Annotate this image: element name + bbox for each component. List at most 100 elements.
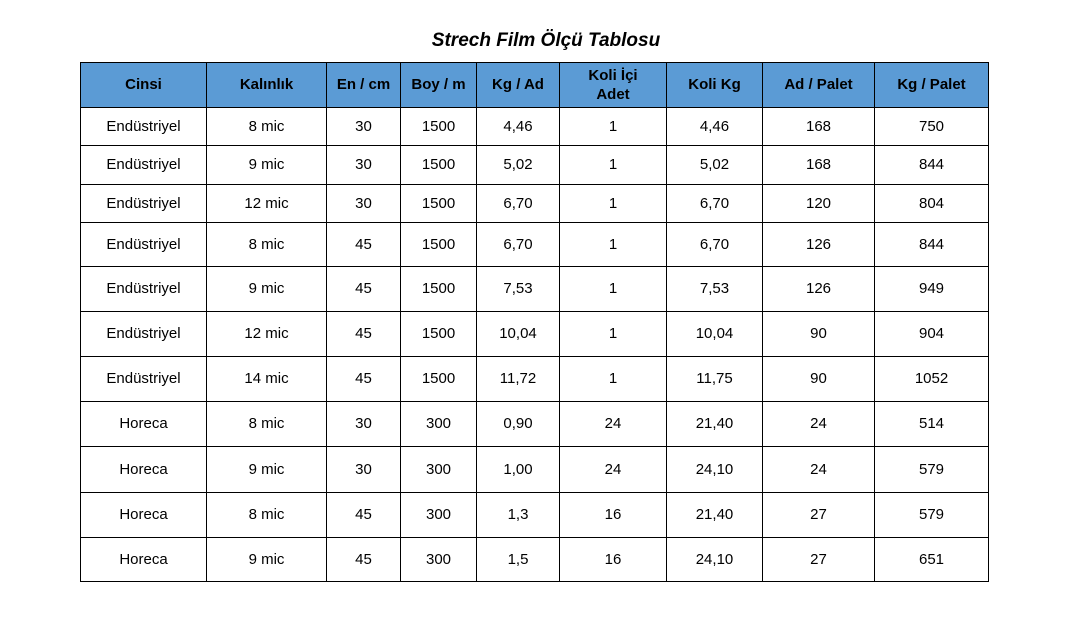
column-header: Koli İçi Adet <box>559 62 667 108</box>
table-cell: 30 <box>326 184 401 223</box>
table-cell: 45 <box>326 266 401 312</box>
table-cell: 1 <box>559 266 667 312</box>
table-cell: 30 <box>326 107 401 146</box>
table-cell: 24,10 <box>666 537 763 582</box>
table-cell: 168 <box>762 107 875 146</box>
table-cell: Endüstriyel <box>80 266 207 312</box>
table-cell: 24 <box>762 446 875 493</box>
table-cell: 579 <box>874 446 989 493</box>
table-cell: 9 mic <box>206 537 327 582</box>
table-cell: 7,53 <box>476 266 560 312</box>
table-cell: 45 <box>326 356 401 402</box>
table-cell: Horeca <box>80 537 207 582</box>
table-cell: 1 <box>559 145 667 185</box>
table-cell: 750 <box>874 107 989 146</box>
table-cell: 1 <box>559 222 667 267</box>
table-cell: 1 <box>559 311 667 357</box>
column-header: Kg / Ad <box>476 62 560 108</box>
table-cell: 10,04 <box>476 311 560 357</box>
table-cell: 1,5 <box>476 537 560 582</box>
table-cell: 30 <box>326 446 401 493</box>
table-cell: 1 <box>559 107 667 146</box>
table-cell: 9 mic <box>206 266 327 312</box>
table-cell: 4,46 <box>476 107 560 146</box>
table-cell: 8 mic <box>206 222 327 267</box>
table-row: Endüstriyel 12 mic 30 1500 6,70 1 6,70 120 804 <box>80 184 989 223</box>
table-cell: Endüstriyel <box>80 107 207 146</box>
table-row: Endüstriyel 12 mic 45 1500 10,04 1 10,04 90 904 <box>80 311 989 357</box>
table-cell: 8 mic <box>206 107 327 146</box>
table-cell: Endüstriyel <box>80 222 207 267</box>
table-row: Horeca 8 mic 30 300 0,90 24 21,40 24 514 <box>80 401 989 447</box>
table-cell: 16 <box>559 537 667 582</box>
table-row: Endüstriyel 9 mic 45 1500 7,53 1 7,53 126 949 <box>80 266 989 312</box>
table-cell: 45 <box>326 311 401 357</box>
table-cell: 45 <box>326 537 401 582</box>
table-cell: 12 mic <box>206 311 327 357</box>
table-cell: 1500 <box>400 311 477 357</box>
table-cell: 6,70 <box>476 222 560 267</box>
table-cell: 1,00 <box>476 446 560 493</box>
table-cell: 90 <box>762 311 875 357</box>
table-cell: 1052 <box>874 356 989 402</box>
table-cell: 9 mic <box>206 446 327 493</box>
column-header: Kalınlık <box>206 62 327 108</box>
table-cell: 7,53 <box>666 266 763 312</box>
table-cell: 10,04 <box>666 311 763 357</box>
table-cell: 844 <box>874 222 989 267</box>
table-cell: 11,75 <box>666 356 763 402</box>
table-row: Horeca 9 mic 30 300 1,00 24 24,10 24 579 <box>80 446 989 493</box>
table-cell: Endüstriyel <box>80 145 207 185</box>
table-cell: 126 <box>762 266 875 312</box>
column-header: Kg / Palet <box>874 62 989 108</box>
table-cell: Horeca <box>80 492 207 538</box>
table-cell: 1,3 <box>476 492 560 538</box>
table-cell: 804 <box>874 184 989 223</box>
table-cell: 1500 <box>400 222 477 267</box>
table-cell: 6,70 <box>666 184 763 223</box>
table-cell: 16 <box>559 492 667 538</box>
table-cell: 168 <box>762 145 875 185</box>
table-cell: 21,40 <box>666 401 763 447</box>
table-row: Endüstriyel 9 mic 30 1500 5,02 1 5,02 168 844 <box>80 145 989 185</box>
column-header: Boy / m <box>400 62 477 108</box>
page-title: Strech Film Ölçü Tablosu <box>431 30 661 51</box>
table-cell: 8 mic <box>206 492 327 538</box>
table-cell: 1500 <box>400 107 477 146</box>
table-cell: 1 <box>559 356 667 402</box>
table-cell: 1500 <box>400 184 477 223</box>
table-cell: 45 <box>326 492 401 538</box>
table-cell: 904 <box>874 311 989 357</box>
table-cell: 651 <box>874 537 989 582</box>
table-cell: 6,70 <box>476 184 560 223</box>
table-cell: 90 <box>762 356 875 402</box>
table-cell: 30 <box>326 401 401 447</box>
column-header: En / cm <box>326 62 401 108</box>
table-cell: Endüstriyel <box>80 311 207 357</box>
table-cell: 27 <box>762 537 875 582</box>
column-header: Koli Kg <box>666 62 763 108</box>
table-cell: 24 <box>762 401 875 447</box>
table-cell: 844 <box>874 145 989 185</box>
table-row: Endüstriyel 8 mic 45 1500 6,70 1 6,70 126 844 <box>80 222 989 267</box>
table-cell: 300 <box>400 492 477 538</box>
table-cell: 11,72 <box>476 356 560 402</box>
table-cell: 120 <box>762 184 875 223</box>
size-table: Cinsi Kalınlık En / cm Boy / m Kg / Ad Koli İ… <box>80 62 989 582</box>
table-cell: 12 mic <box>206 184 327 223</box>
table-cell: Horeca <box>80 446 207 493</box>
column-header: Ad / Palet <box>762 62 875 108</box>
table-row: Endüstriyel 8 mic 30 1500 4,46 1 4,46 168 750 <box>80 107 989 146</box>
table-cell: 514 <box>874 401 989 447</box>
table-cell: 1500 <box>400 145 477 185</box>
table-header-row: Cinsi Kalınlık En / cm Boy / m Kg / Ad Koli İ… <box>80 62 989 108</box>
table-cell: 300 <box>400 537 477 582</box>
table-cell: 14 mic <box>206 356 327 402</box>
table-cell: 4,46 <box>666 107 763 146</box>
table-cell: 126 <box>762 222 875 267</box>
table-cell: 579 <box>874 492 989 538</box>
table-cell: 27 <box>762 492 875 538</box>
table-cell: Horeca <box>80 401 207 447</box>
table-row: Horeca 8 mic 45 300 1,3 16 21,40 27 579 <box>80 492 989 538</box>
table-cell: 21,40 <box>666 492 763 538</box>
